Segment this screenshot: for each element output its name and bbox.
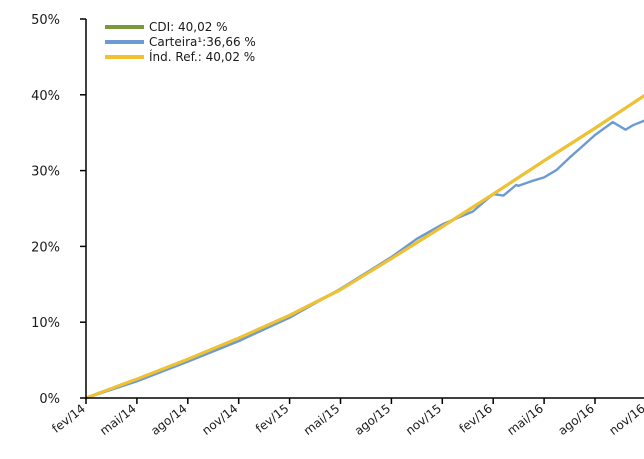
series-line-1 [84,119,644,400]
y-tick-label: 50% [31,13,60,28]
x-tick-label: mai/15 [301,401,342,438]
x-tick-label: mai/14 [97,401,138,438]
x-tick-label: nov/14 [199,401,240,438]
y-ticks: 0% 10% 20% 30% 40% 50% [31,13,86,407]
y-tick-label: 10% [31,316,60,331]
series-line-0 [84,94,644,400]
x-tick-label: mai/16 [504,401,545,438]
x-tick-label: nov/16 [607,401,644,438]
series-line-2 [84,94,644,400]
legend-label: Índ. Ref.: 40,02 % [149,49,255,64]
y-tick-label: 0% [39,392,60,407]
x-tick-label: fev/15 [253,401,292,435]
x-tick-label: fev/16 [456,401,495,435]
x-tick-label: ago/16 [555,401,596,438]
x-tick-label: ago/15 [352,401,393,438]
series-layer [84,94,644,400]
y-tick-label: 20% [31,240,60,255]
legend-label: Carteira¹:36,66 % [149,35,256,49]
y-tick-label: 30% [31,165,60,180]
x-tick-label: nov/15 [403,401,444,438]
x-ticks: fev/14 mai/14 ago/14 nov/14 fev/15 mai/15 ago/… [49,398,644,438]
x-tick-label: ago/14 [148,401,189,438]
legend-label: CDI: 40,02 % [149,20,228,34]
y-tick-label: 40% [31,89,60,104]
legend: CDI: 40,02 %Carteira¹:36,66 %Índ. Ref.: … [105,20,256,64]
